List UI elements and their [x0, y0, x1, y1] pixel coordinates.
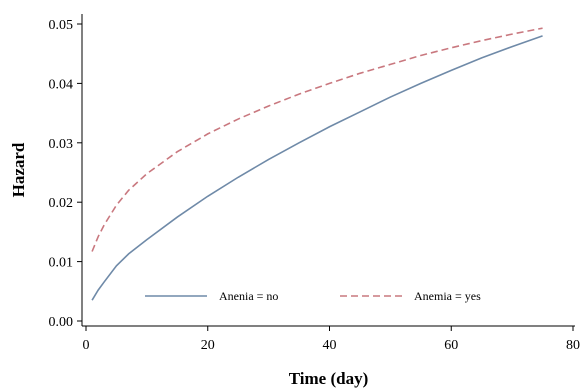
legend: Anenia = no Anemia = yes	[145, 289, 481, 303]
legend-label-anenia-no: Anenia = no	[219, 289, 278, 303]
x-axis-title: Time (day)	[289, 369, 369, 388]
x-tick-label: 60	[444, 338, 458, 353]
y-tick-label: 0.02	[49, 196, 74, 211]
y-axis-ticks: 0.00 0.01 0.02 0.03 0.04 0.05	[49, 18, 82, 330]
legend-label-anemia-yes: Anemia = yes	[414, 289, 481, 303]
x-tick-label: 0	[83, 338, 90, 353]
x-axis-ticks: 0 20 40 60 80	[83, 326, 580, 353]
y-tick-label: 0.05	[49, 18, 74, 33]
y-tick-label: 0.00	[49, 315, 74, 330]
x-tick-label: 20	[201, 338, 215, 353]
plot-area: 0.00 0.01 0.02 0.03 0.04 0.05 0 20 40 60 80	[49, 14, 580, 353]
x-tick-label: 80	[566, 338, 580, 353]
y-tick-label: 0.04	[49, 77, 74, 92]
y-axis-title: Hazard	[9, 142, 28, 197]
x-tick-label: 40	[323, 338, 337, 353]
series-line-anemia-yes	[91, 27, 543, 252]
y-tick-label: 0.01	[49, 256, 74, 271]
series-line-anenia-no	[91, 35, 543, 301]
series-curves	[91, 27, 543, 301]
y-tick-label: 0.03	[49, 137, 74, 152]
